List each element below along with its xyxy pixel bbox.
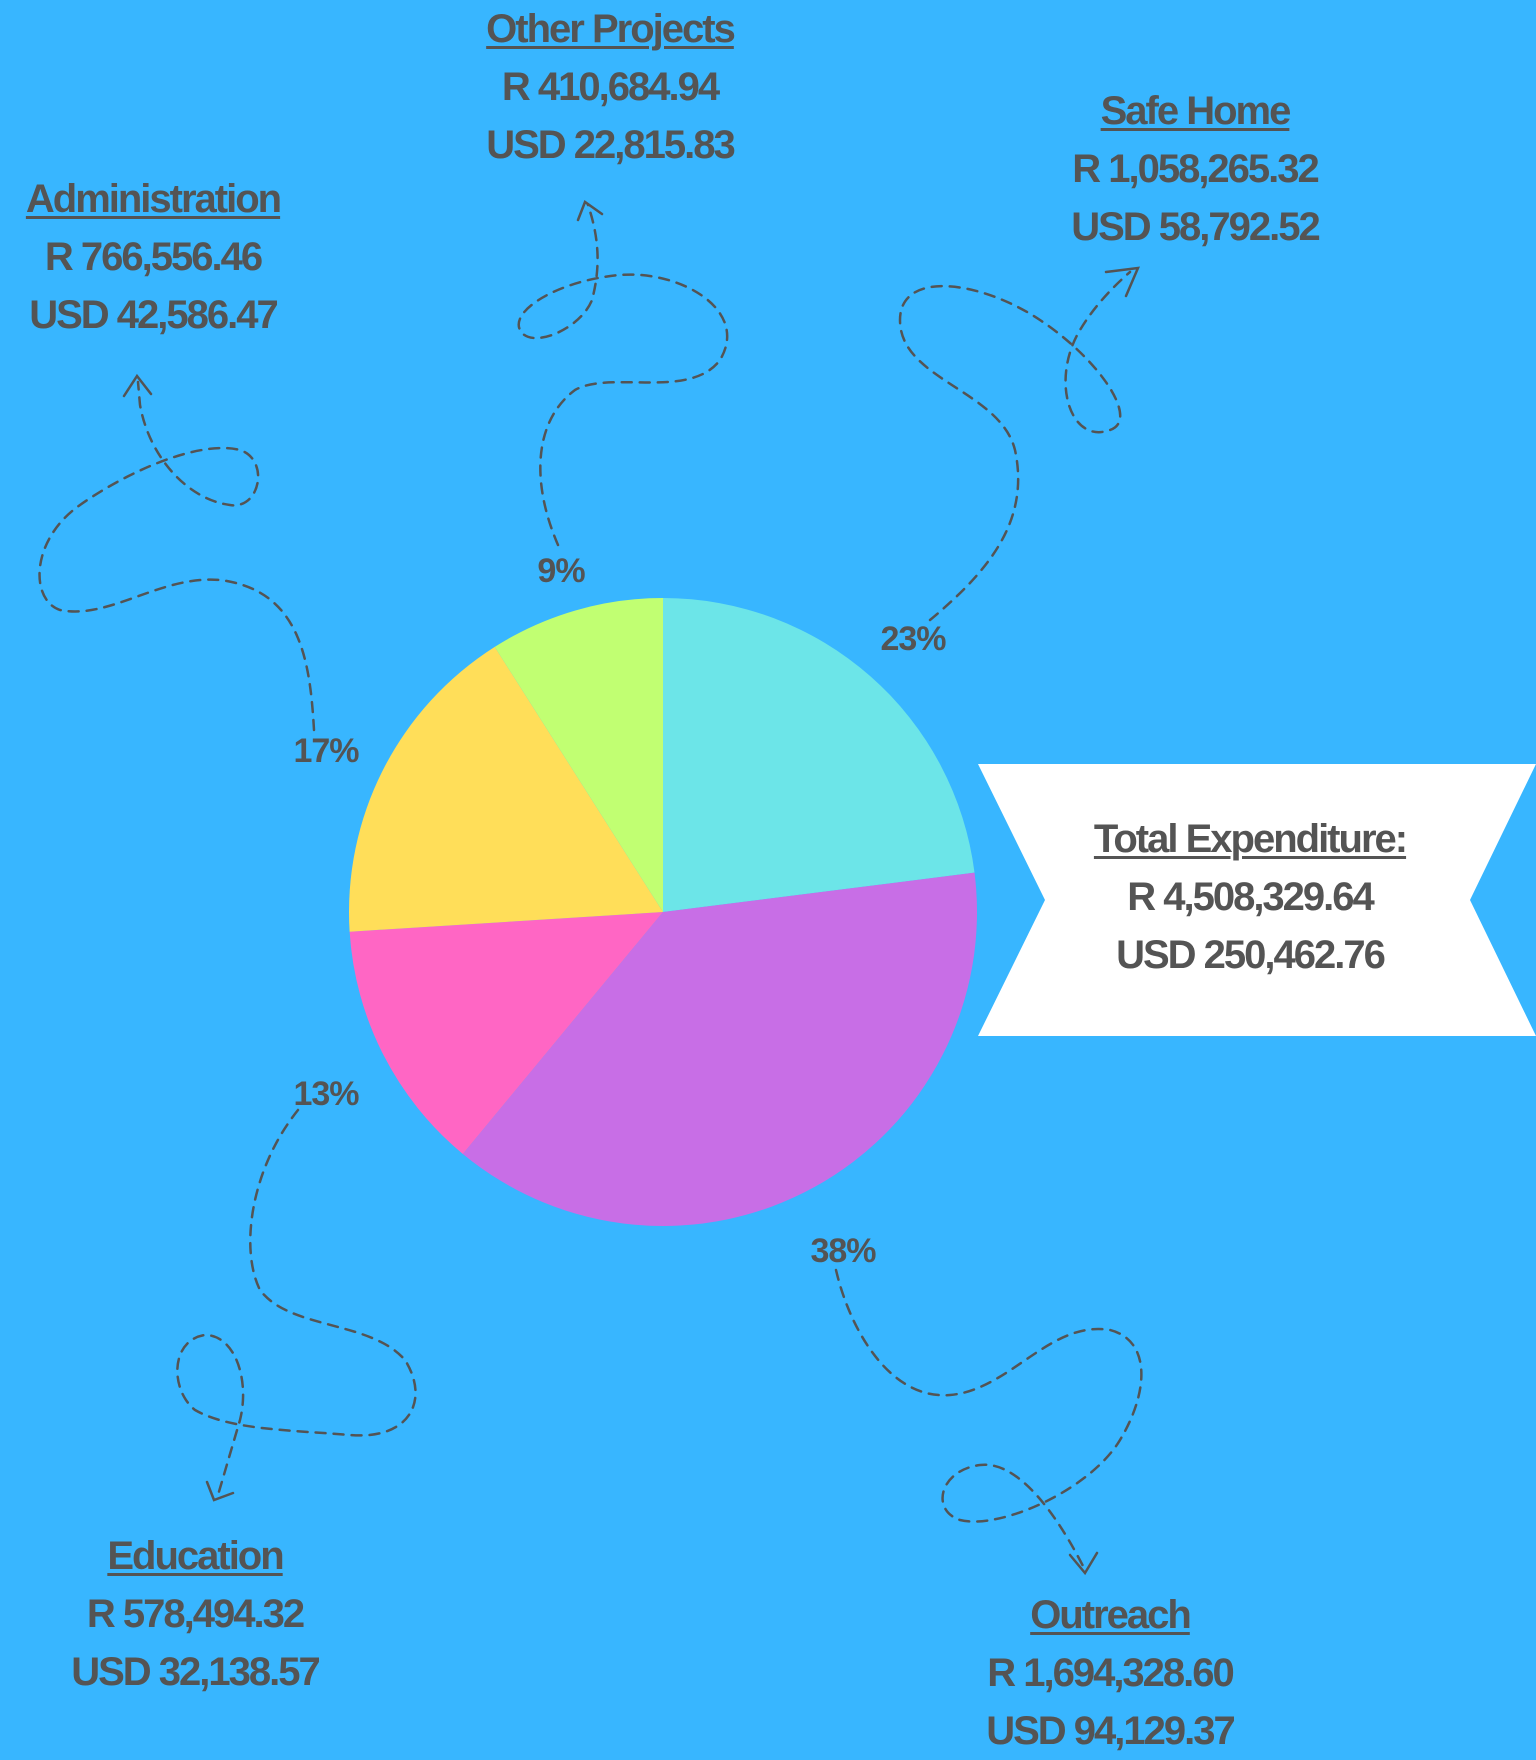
label-safe-home: Safe Home R 1,058,265.32 USD 58,792.52 xyxy=(1000,82,1390,256)
arrow-safe-home xyxy=(898,270,1132,622)
pie-slice-administration xyxy=(348,646,663,932)
label-education: Education R 578,494.32 USD 32,138.57 xyxy=(40,1527,350,1701)
rand-value: R 1,694,328.60 xyxy=(987,1651,1235,1695)
total-banner xyxy=(978,764,1536,1036)
pct-label-safe-home: 23% xyxy=(880,620,946,658)
label-administration: Administration R 766,556.46 USD 42,586.4… xyxy=(0,170,306,344)
category-name: Other Projects xyxy=(486,7,736,51)
label-other-projects: Other Projects R 410,684.94 USD 22,815.8… xyxy=(400,0,820,174)
arrow-administration-head xyxy=(122,373,153,398)
arrow-outreach xyxy=(834,1268,1143,1572)
rand-value: R 578,494.32 xyxy=(86,1592,305,1636)
rand-value: R 1,058,265.32 xyxy=(1072,147,1320,191)
category-name: Administration xyxy=(25,177,282,221)
arrow-education-head xyxy=(205,1480,235,1502)
total-title: Total Expenditure: xyxy=(1093,817,1408,861)
arrow-other-projects-head xyxy=(576,200,604,222)
arrow-safe-home-head xyxy=(1104,266,1141,298)
pie-slice-outreach xyxy=(462,872,977,1226)
usd-value: USD 58,792.52 xyxy=(1071,205,1321,249)
pct-label-administration: 17% xyxy=(293,732,359,770)
pie-slice-safe-home xyxy=(663,598,975,912)
arrow-outreach-head xyxy=(1068,1551,1099,1576)
usd-value: USD 94,129.37 xyxy=(986,1709,1236,1753)
category-name: Outreach xyxy=(1030,1593,1192,1637)
category-name: Education xyxy=(107,1534,284,1578)
total-rand: R 4,508,329.64 xyxy=(1127,875,1375,919)
total-usd: USD 250,462.76 xyxy=(1116,933,1386,977)
pie-slice-education xyxy=(349,912,663,1154)
arrow-education xyxy=(176,1108,417,1497)
pie-chart xyxy=(348,598,977,1226)
usd-value: USD 22,815.83 xyxy=(486,123,736,167)
category-name: Safe Home xyxy=(1100,89,1292,133)
usd-value: USD 32,138.57 xyxy=(71,1650,321,1694)
total-expenditure: Total Expenditure: R 4,508,329.64 USD 25… xyxy=(1030,810,1470,984)
rand-value: R 766,556.46 xyxy=(44,235,263,279)
pct-label-other-projects: 9% xyxy=(537,552,585,590)
rand-value: R 410,684.94 xyxy=(501,65,720,109)
decorative-arrows xyxy=(38,200,1143,1576)
arrow-administration xyxy=(38,380,316,732)
pct-label-outreach: 38% xyxy=(810,1232,876,1270)
usd-value: USD 42,586.47 xyxy=(29,293,279,337)
pie-slice-other-projects xyxy=(494,598,663,912)
label-outreach: Outreach R 1,694,328.60 USD 94,129.37 xyxy=(940,1586,1280,1760)
arrow-other-projects xyxy=(517,203,729,547)
pct-label-education: 13% xyxy=(293,1075,359,1113)
